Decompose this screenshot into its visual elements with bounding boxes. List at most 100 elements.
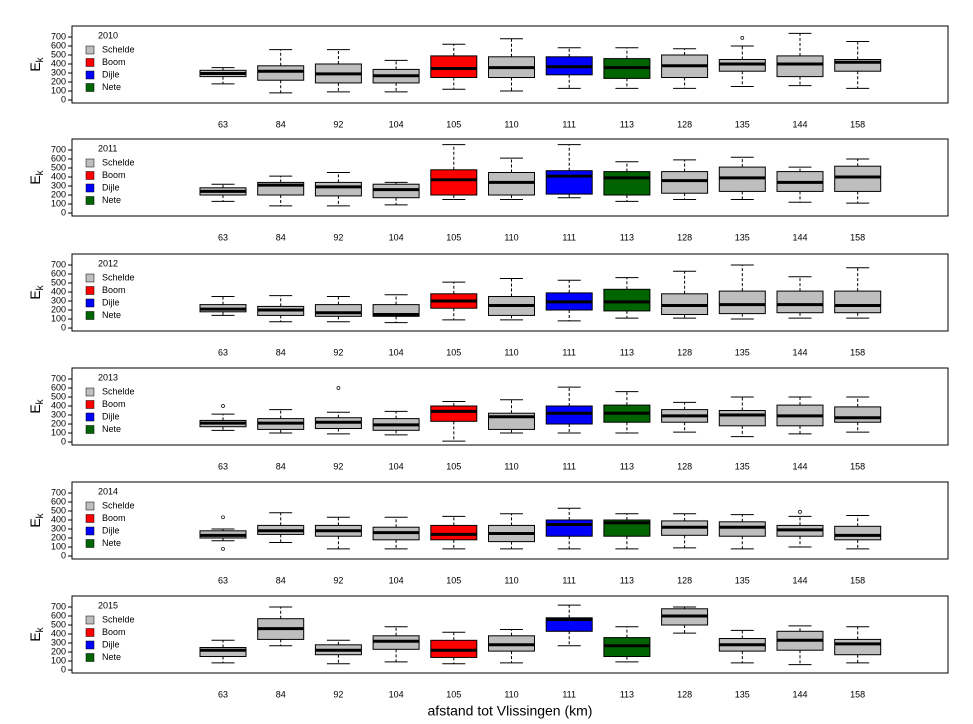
x-tick-label: 105 [446,689,461,699]
y-tick-label: 100 [51,85,66,95]
y-tick-label: 400 [51,400,66,410]
x-tick-label: 105 [446,461,461,471]
legend-swatch [85,196,95,205]
box [257,65,305,81]
legend-swatch [85,653,95,662]
y-tick-label: 300 [51,637,66,647]
x-tick-label: 113 [620,575,634,585]
x-tick-label: 110 [504,689,518,699]
box [372,304,420,317]
x-tick-label: 111 [562,461,576,471]
y-tick-label: 0 [61,207,66,217]
x-tick-label: 63 [218,575,228,585]
x-tick-label: 135 [735,689,750,699]
x-tick-label: 111 [562,232,576,242]
x-tick-label: 128 [677,347,692,357]
x-tick-label: 158 [850,575,865,585]
x-tick-label: 63 [218,119,228,129]
y-tick-label: 0 [61,550,66,560]
x-tick-label: 158 [850,347,865,357]
x-tick-label: 63 [218,689,228,699]
box [545,617,593,632]
box [603,171,651,196]
legend-swatch [85,526,95,536]
legend-label: Boom [102,513,126,523]
legend-label: Nete [102,424,121,434]
legend-swatch [85,425,95,434]
y-tick-label: 0 [61,94,66,104]
x-tick-label: 144 [792,119,807,129]
outlier [221,546,225,551]
x-tick-label: 92 [333,575,343,585]
y-tick-label: 500 [51,505,66,515]
y-tick-label: 400 [51,171,66,181]
x-tick-label: 113 [620,119,634,129]
legend-swatch [85,311,95,320]
legend-label: Dijle [102,639,120,649]
legend-swatch [85,158,95,168]
box [545,519,593,537]
outlier [798,510,802,514]
y-tick-label: 700 [51,373,66,383]
outlier [221,404,225,408]
y-tick-label: 400 [51,514,66,524]
box [776,55,824,78]
box [314,181,362,197]
x-tick-label: 144 [792,689,807,699]
x-axis-title: afstand tot Vlissingen (km) [428,703,593,719]
y-tick-label: 0 [61,436,66,446]
x-tick-label: 92 [333,689,343,699]
panel-title: 2014 [98,486,118,496]
legend-swatch [85,400,95,409]
y-tick-label: 500 [51,277,66,287]
box [834,638,882,656]
x-tick-label: 105 [446,232,461,242]
legend-label: Schelde [102,386,135,396]
box [834,525,882,541]
box [718,410,766,427]
x-tick-label: 84 [276,119,286,129]
legend-swatch [85,70,95,80]
legend-swatch [85,615,95,625]
y-tick-label: 200 [51,646,66,656]
x-tick-label: 113 [620,461,634,471]
y-tick-label: 600 [51,496,66,506]
y-tick-label: 200 [51,418,66,428]
y-tick-label: 400 [51,286,66,296]
legend-swatch [85,45,95,55]
x-tick-label: 144 [792,575,807,585]
legend-swatch [85,83,95,92]
x-tick-label: 110 [504,575,518,585]
panel-title: 2015 [98,600,118,610]
legend-swatch [85,298,95,308]
legend-swatch [85,640,95,650]
y-tick-label: 700 [51,487,66,497]
y-tick-label: 700 [51,144,66,154]
x-tick-label: 84 [276,232,286,242]
box [834,59,882,72]
y-tick-label: 300 [51,67,66,77]
x-tick-label: 104 [389,575,404,585]
x-tick-label: 158 [850,461,865,471]
y-tick-label: 600 [51,268,66,278]
outlier [740,36,745,40]
x-tick-label: 128 [677,689,692,699]
x-tick-label: 92 [333,119,343,129]
y-axis-title: Ek [27,398,46,413]
x-tick-label: 111 [562,119,576,129]
plot-frame [71,481,949,560]
legend-label: Boom [102,170,126,180]
legend-swatch [85,387,95,397]
box [718,290,766,315]
x-tick-label: 158 [850,232,865,242]
y-axis-title: Ek [27,56,46,71]
box [314,304,362,317]
outlier [336,386,341,390]
y-tick-label: 700 [51,601,66,611]
legend-label: Nete [102,652,121,662]
y-tick-label: 200 [51,189,66,199]
panel-title: 2010 [98,30,118,40]
y-tick-label: 200 [51,304,66,314]
legend-swatch [85,501,95,511]
